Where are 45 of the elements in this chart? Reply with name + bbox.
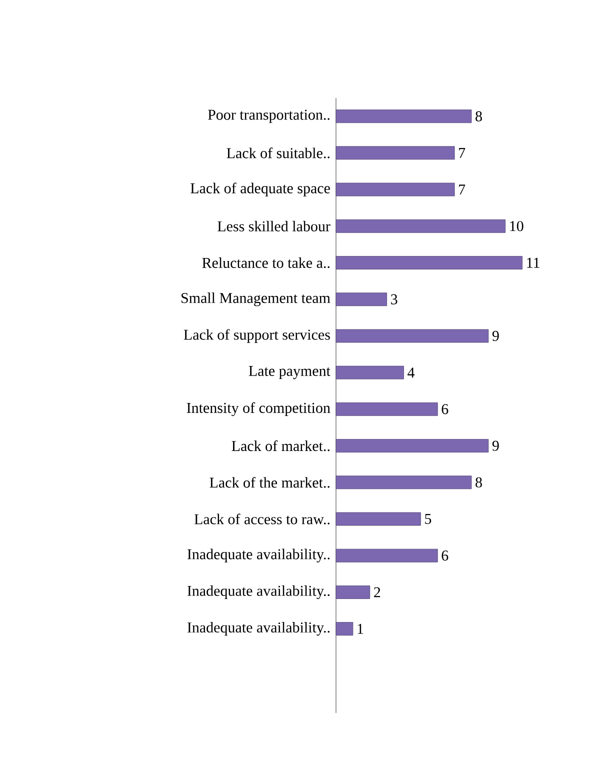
- bar: [336, 622, 354, 636]
- bar: [336, 586, 370, 599]
- data-label: 5: [425, 514, 432, 524]
- data-label: 2: [374, 587, 380, 598]
- data-label: 3: [391, 294, 398, 304]
- y-tick-label: Lack of the market..: [210, 477, 330, 488]
- y-tick-label: Less skilled labour: [218, 220, 330, 232]
- bar: [336, 329, 489, 343]
- data-label: 11: [527, 258, 540, 268]
- bar: [336, 548, 438, 562]
- bar: [336, 366, 404, 380]
- y-tick-label: Inadequate availability..: [187, 585, 330, 600]
- y-tick-label: Intensity of competition: [186, 402, 330, 416]
- data-label: 9: [492, 440, 499, 451]
- data-label: 7: [459, 184, 466, 194]
- y-tick-label: Late payment: [248, 366, 330, 380]
- bar: [336, 402, 438, 416]
- data-label: 7: [459, 148, 466, 158]
- y-tick-label: Inadequate availability..: [187, 622, 330, 636]
- data-label: 4: [408, 368, 415, 378]
- data-label: 6: [442, 550, 448, 561]
- data-label: 9: [492, 330, 499, 341]
- bar: [336, 476, 472, 490]
- y-tick-label: Reluctance to take a..: [202, 257, 330, 268]
- data-label: 8: [476, 477, 482, 488]
- bar: [336, 110, 472, 124]
- y-tick-label: Lack of adequate space: [190, 182, 330, 196]
- data-label: 6: [442, 404, 448, 414]
- data-label: 10: [510, 221, 524, 232]
- bar: [336, 182, 455, 196]
- y-tick-label: Lack of access to raw..: [194, 514, 330, 524]
- bar: [336, 439, 489, 452]
- bar: [336, 256, 522, 270]
- y-tick-label: Poor transportation..: [208, 110, 330, 123]
- bar: [336, 292, 387, 306]
- y-tick-label: Inadequate availability..: [187, 548, 330, 562]
- bar: [336, 146, 455, 160]
- bar: [336, 512, 421, 526]
- y-tick-label: Lack of support services: [184, 329, 330, 343]
- data-label: 8: [476, 111, 482, 122]
- y-tick-label: Lack of market..: [232, 440, 330, 452]
- data-label: 1: [358, 624, 364, 634]
- bar: [336, 219, 506, 233]
- y-tick-label: Small Management team: [182, 292, 330, 306]
- y-tick-label: Lack of suitable..: [226, 148, 330, 158]
